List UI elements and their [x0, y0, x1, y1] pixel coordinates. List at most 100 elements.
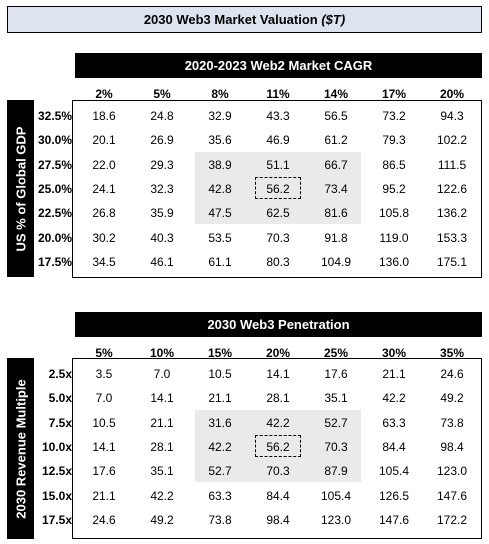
table2-cell: 24.6 [440, 367, 464, 381]
table1-row-label: 27.5% [37, 157, 72, 172]
table1-cell: 51.1 [266, 157, 290, 172]
table2-cell: 49.2 [440, 391, 464, 406]
table2-cell: 24.6 [92, 512, 116, 527]
table2-cell: 147.6 [378, 512, 410, 527]
table2-cell: 14.1 [150, 391, 174, 406]
table2-cell: 7.0 [95, 391, 113, 406]
table1-cell: 35.6 [208, 133, 232, 148]
table1-row-label: 22.5% [37, 206, 72, 221]
table1-cell: 56.5 [324, 109, 348, 123]
table1-cell: 26.8 [92, 206, 116, 221]
table2-cell: 21.1 [208, 391, 232, 406]
table1-row-label: 30.0% [37, 133, 72, 148]
table2-cell: 73.8 [440, 415, 464, 430]
table1-cell: 81.6 [324, 206, 348, 221]
table2-cell: 21.1 [150, 415, 174, 430]
table1-row-label: 20.0% [37, 230, 72, 245]
table2-cell: 42.2 [382, 391, 406, 406]
title-main: 2030 Web3 Market Valuation [143, 12, 318, 27]
table2-col-label: 10% [149, 346, 175, 360]
table2-col-label: 25% [323, 346, 349, 360]
table1-col-header: 2020-2023 Web2 Market CAGR [75, 53, 482, 78]
table1-cell: 80.3 [266, 254, 290, 269]
table1-cell: 32.9 [208, 109, 232, 123]
table1-cell: 105.8 [378, 206, 410, 221]
table2-cell: 70.3 [266, 464, 290, 479]
title-unit: ($T) [321, 12, 346, 27]
table1-cell: 22.0 [92, 157, 116, 172]
table2-cell: 28.1 [266, 391, 290, 406]
table1-row-header: US % of Global GDP [7, 100, 34, 277]
table1-cell: 153.3 [436, 230, 468, 245]
table1-cell: 66.7 [324, 157, 348, 172]
table2-row-label: 17.5x [41, 512, 72, 527]
table2-col-label: 30% [381, 346, 407, 360]
table1-shaded-block [195, 151, 361, 225]
table1-cell: 18.6 [92, 109, 116, 123]
table2-row-label: 10.0x [41, 439, 72, 454]
table2-cell: 147.6 [436, 488, 468, 503]
table2-cell: 105.4 [320, 488, 352, 503]
table1-cell: 46.1 [150, 254, 174, 269]
table2-cell: 126.5 [378, 488, 410, 503]
table2-cell: 56.2 [266, 439, 290, 454]
table2-cell: 17.6 [92, 464, 116, 479]
table1-cell: 73.4 [324, 181, 348, 196]
table2-cell: 21.1 [92, 488, 116, 503]
table1-cell: 47.5 [208, 206, 232, 221]
table2-cell: 87.9 [324, 464, 348, 479]
table2-cell: 52.7 [208, 464, 232, 479]
table2-cell: 21.1 [382, 367, 406, 381]
table1-cell: 35.9 [150, 206, 174, 221]
table2-cell: 42.2 [266, 415, 290, 430]
table1-cell: 175.1 [436, 254, 468, 269]
table1-cell: 94.3 [440, 109, 464, 123]
table1-cell: 91.8 [324, 230, 348, 245]
table1-cell: 73.2 [382, 109, 406, 123]
table2-row-label: 2.5x [48, 367, 72, 381]
table2-cell: 73.8 [208, 512, 232, 527]
table1-cell: 95.2 [382, 181, 406, 196]
table2-cell: 172.2 [436, 512, 468, 527]
table1-selected-cell [255, 176, 301, 200]
table2-cell: 35.1 [324, 391, 348, 406]
table1-cell: 62.5 [266, 206, 290, 221]
table1-row-label: 17.5% [37, 254, 72, 269]
table2-row-label: 7.5x [48, 415, 72, 430]
table2-cell: 3.5 [95, 367, 113, 381]
table1-cell: 20.1 [92, 133, 116, 148]
table1-col-label: 17% [381, 87, 407, 101]
table1-cell: 136.2 [436, 206, 468, 221]
table1-cell: 32.3 [150, 181, 174, 196]
table2-cell: 84.4 [266, 488, 290, 503]
table1-cell: 40.3 [150, 230, 174, 245]
table2-cell: 123.0 [320, 512, 352, 527]
table1-frame [72, 100, 482, 278]
table1-col-label: 14% [323, 87, 349, 101]
table2-cell: 98.4 [440, 439, 464, 454]
table2-shaded-block [195, 409, 361, 483]
table2-cell: 31.6 [208, 415, 232, 430]
table2-cell: 105.4 [378, 464, 410, 479]
table1-cell: 56.2 [266, 181, 290, 196]
table2-col-label: 35% [439, 346, 465, 360]
table2-cell: 52.7 [324, 415, 348, 430]
table2-row-label: 15.0x [41, 488, 72, 503]
table2-cell: 70.3 [324, 439, 348, 454]
table1-cell: 102.2 [436, 133, 468, 148]
table2-row-label: 5.0x [48, 391, 72, 406]
table2-cell: 28.1 [150, 439, 174, 454]
table2-col-header: 2030 Web3 Penetration [75, 312, 482, 337]
table1-cell: 24.1 [92, 181, 116, 196]
table1-cell: 34.5 [92, 254, 116, 269]
table1-cell: 30.2 [92, 230, 116, 245]
table2-cell: 42.2 [208, 439, 232, 454]
page-title: 2030 Web3 Market Valuation ($T) [7, 6, 482, 33]
table1-col-label: 8% [211, 87, 229, 101]
table2-cell: 14.1 [92, 439, 116, 454]
table1-cell: 38.9 [208, 157, 232, 172]
table2-cell: 10.5 [208, 367, 232, 381]
table2-cell: 123.0 [436, 464, 468, 479]
table1-cell: 136.0 [378, 254, 410, 269]
table1-row-label: 32.5% [37, 109, 72, 123]
